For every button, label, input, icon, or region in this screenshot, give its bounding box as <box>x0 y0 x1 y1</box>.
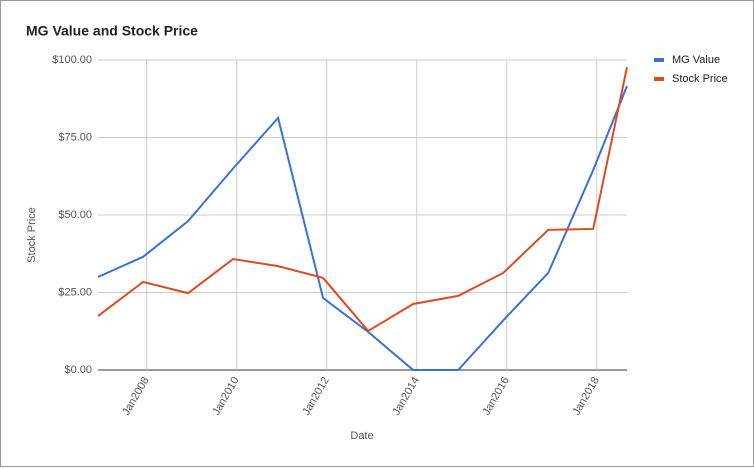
legend-swatch <box>654 58 664 62</box>
series-line <box>97 66 628 333</box>
y-axis-title: Stock Price <box>26 207 38 263</box>
legend-label: Stock Price <box>672 73 728 85</box>
chart-title: MG Value and Stock Price <box>26 23 198 39</box>
x-axis-title: Date <box>350 430 373 442</box>
legend-swatch <box>654 77 664 81</box>
y-tick-label: $75.00 <box>58 131 92 143</box>
y-tick-label: $100.00 <box>52 54 92 66</box>
y-tick-label: $0.00 <box>64 364 92 376</box>
y-tick-label: $25.00 <box>58 286 92 298</box>
y-tick-label: $50.00 <box>58 209 92 221</box>
legend-label: MG Value <box>672 54 720 66</box>
